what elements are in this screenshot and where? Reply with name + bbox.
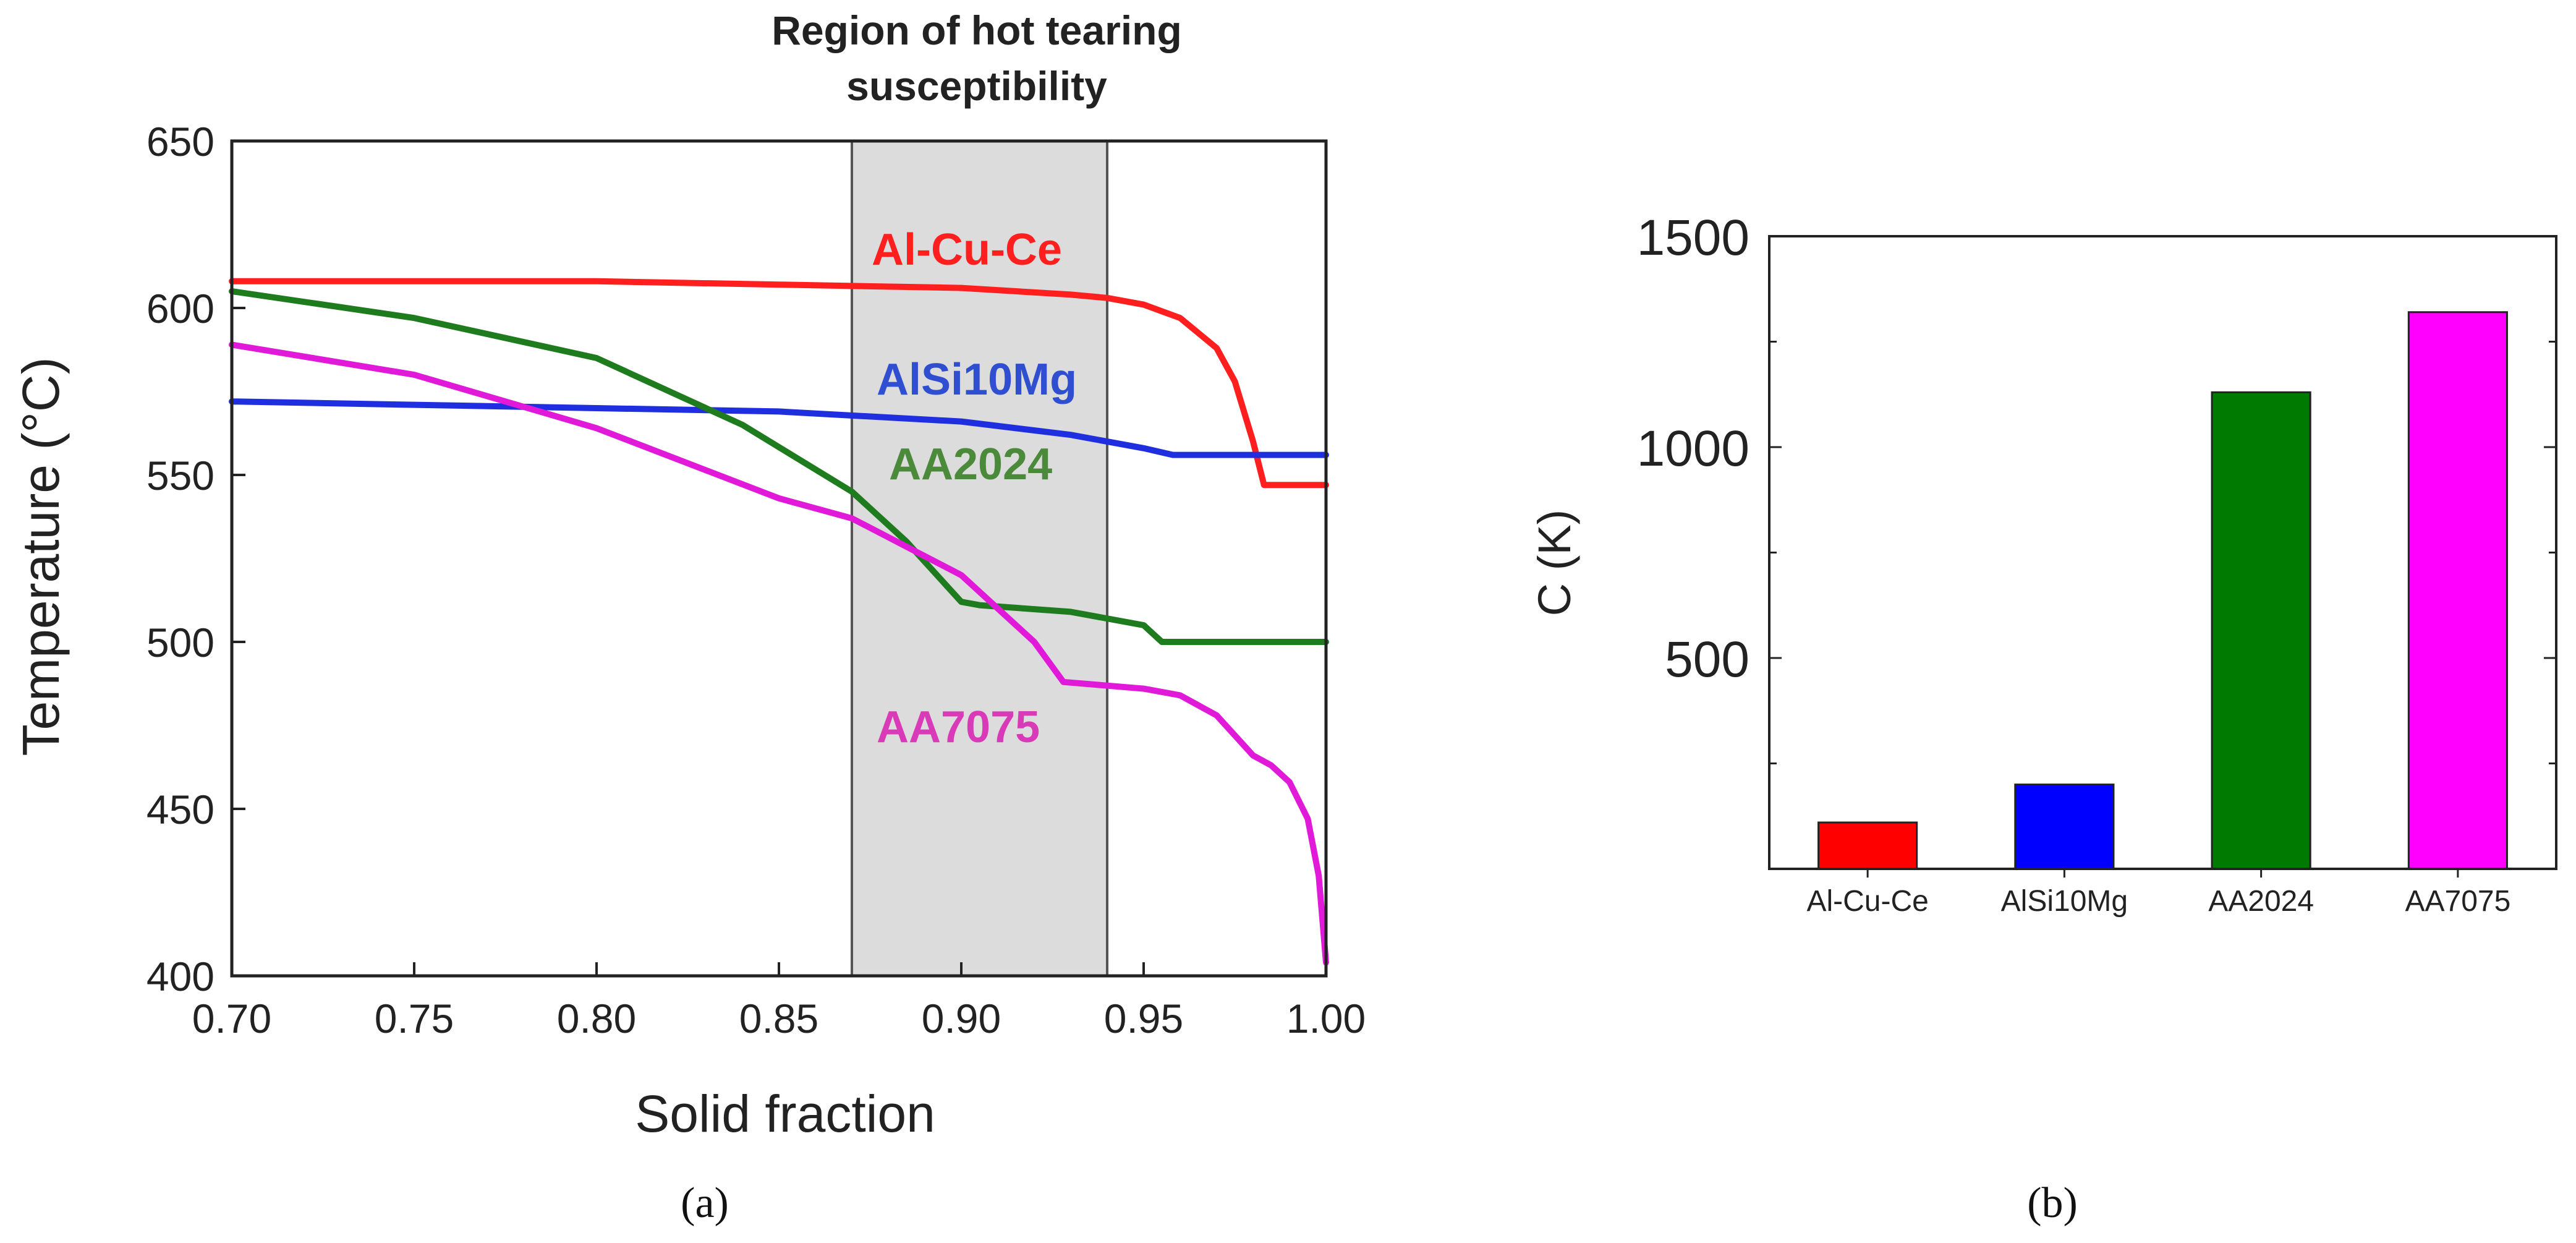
shaded-region-title: Region of hot tearing susceptibility <box>772 7 1182 109</box>
y-tick-label: 550 <box>147 453 215 498</box>
y-tick-label: 450 <box>147 787 215 832</box>
x-axis-title-a: Solid fraction <box>635 1085 935 1143</box>
y-tick-label: 400 <box>147 954 215 999</box>
x-tick-label: 0.80 <box>557 996 636 1041</box>
x-tick-label: 0.75 <box>375 996 454 1041</box>
y-tick-label: 1000 <box>1637 421 1749 477</box>
bar-aa2024 <box>2211 391 2311 870</box>
panel-label-b: (b) <box>2027 1179 2078 1227</box>
panel-b-bar-chart: Al-Cu-Ce AlSi10Mg AA2024 AA7075 500 1000 1500… <box>1529 210 2557 1227</box>
y-tick-label: 600 <box>147 286 215 331</box>
series-label-aa7075: AA7075 <box>877 703 1040 752</box>
x-category-label: AA2024 <box>2208 885 2314 918</box>
line-aa7075 <box>229 341 1329 966</box>
line-al-cu-ce <box>229 278 1329 489</box>
x-category-label: AA7075 <box>2405 885 2510 918</box>
series-label-aa2024: AA2024 <box>889 440 1052 489</box>
axis-ticks-a: 0.70 0.75 0.80 0.85 0.90 0.95 1.00 400 450 500 550… <box>147 119 1366 1041</box>
y-tick-label: 500 <box>1665 631 1749 688</box>
series-label-alsi10mg: AlSi10Mg <box>877 355 1077 404</box>
x-tick-label: 0.85 <box>739 996 818 1041</box>
bar-al-cu-ce <box>1817 821 1918 870</box>
panel-a-line-chart: 0.70 0.75 0.80 0.85 0.90 0.95 1.00 400 450 500 550… <box>12 7 1366 1227</box>
line-aa2024 <box>229 288 1329 645</box>
y-tick-label: 500 <box>147 620 215 665</box>
y-axis-title-b: C (K) <box>1529 510 1580 617</box>
y-axis-title-a: Temperature (°C) <box>12 357 70 756</box>
hot-tearing-region-shading <box>851 140 1108 977</box>
line-alsi10mg <box>229 398 1329 458</box>
axis-ticks-b: 500 1000 1500 <box>1637 210 2556 764</box>
plot-frame-a <box>230 139 1328 978</box>
x-tick-label: 0.70 <box>192 996 271 1041</box>
series-lines <box>229 278 1329 966</box>
x-category-label: AlSi10Mg <box>2001 885 2128 918</box>
x-tick-label: 0.90 <box>922 996 1001 1041</box>
bars: Al-Cu-Ce AlSi10Mg AA2024 AA7075 <box>1806 311 2510 918</box>
x-tick-label: 1.00 <box>1286 996 1366 1041</box>
y-tick-label: 1500 <box>1637 210 1749 266</box>
panel-label-a: (a) <box>681 1179 729 1227</box>
y-tick-label: 650 <box>147 119 215 164</box>
bar-alsi10mg <box>2014 784 2115 870</box>
series-label-al-cu-ce: Al-Cu-Ce <box>872 225 1062 275</box>
bar-aa7075 <box>2407 311 2508 870</box>
x-tick-label: 0.95 <box>1104 996 1183 1041</box>
x-category-label: Al-Cu-Ce <box>1806 885 1928 918</box>
